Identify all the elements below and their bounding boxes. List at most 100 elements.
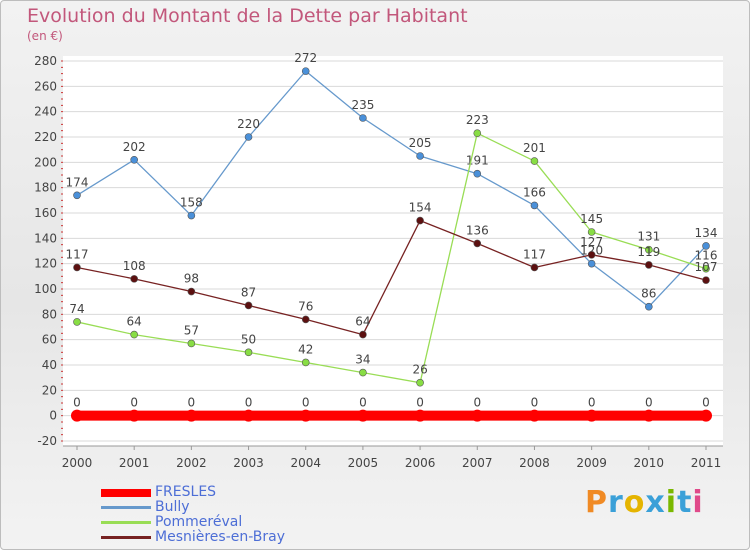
data-point xyxy=(301,358,310,367)
data-point xyxy=(530,201,539,210)
data-label: 174 xyxy=(66,175,89,189)
data-label: 57 xyxy=(184,323,199,337)
data-point xyxy=(244,348,253,357)
y-tick-label: 0 xyxy=(49,409,57,423)
data-label: 26 xyxy=(412,363,427,377)
legend: FRESLES Bully Pommeréval Mesnières-en-Bray xyxy=(101,485,361,545)
x-tick-label: 2009 xyxy=(576,456,607,470)
data-point xyxy=(359,330,367,339)
legend-swatch xyxy=(101,489,151,497)
data-point xyxy=(73,191,81,200)
data-label: 134 xyxy=(695,226,718,240)
data-point xyxy=(587,259,596,268)
data-point xyxy=(645,261,653,269)
data-label: 201 xyxy=(523,141,546,155)
data-point xyxy=(471,409,484,422)
series-line-bully xyxy=(76,70,707,308)
legend-item: FRESLES xyxy=(101,485,361,500)
data-label: 127 xyxy=(580,235,603,249)
y-tick-label: 220 xyxy=(34,130,57,144)
data-point xyxy=(242,409,255,422)
data-point xyxy=(187,287,196,296)
data-point xyxy=(530,157,539,165)
y-tick-label: 200 xyxy=(34,155,57,169)
data-point xyxy=(702,276,710,284)
data-point xyxy=(299,409,312,422)
data-point xyxy=(414,409,427,422)
data-label: 50 xyxy=(241,332,256,346)
x-tick-label: 2005 xyxy=(348,456,379,470)
data-label: 131 xyxy=(637,230,660,244)
y-tick-label: -20 xyxy=(37,434,57,448)
x-tick-label: 2008 xyxy=(519,456,550,470)
data-label: 220 xyxy=(237,117,260,131)
legend-label: Bully xyxy=(155,499,190,515)
y-tick-label: 260 xyxy=(34,79,57,93)
chart-title: Evolution du Montant de la Dette par Hab… xyxy=(27,5,468,27)
data-label: 0 xyxy=(588,396,596,410)
y-tick-label: 80 xyxy=(42,307,57,321)
data-point xyxy=(702,264,710,273)
data-point xyxy=(128,409,141,422)
x-tick-label: 2001 xyxy=(119,456,150,470)
chart-subtitle: (en €) xyxy=(27,29,63,43)
legend-label: Mesnières-en-Bray xyxy=(155,529,286,545)
data-point xyxy=(130,156,138,164)
data-label: 87 xyxy=(241,285,256,299)
data-label: 0 xyxy=(130,396,138,410)
x-tick-label: 2003 xyxy=(233,456,264,470)
data-point xyxy=(585,409,598,422)
data-label: 34 xyxy=(355,353,370,367)
data-label: 74 xyxy=(69,302,84,316)
data-label: 202 xyxy=(123,140,146,154)
data-label: 0 xyxy=(416,396,424,410)
x-tick-label: 2006 xyxy=(405,456,436,470)
x-tick-label: 2000 xyxy=(62,456,93,470)
data-label: 0 xyxy=(359,396,367,410)
data-label: 116 xyxy=(695,249,718,263)
data-point xyxy=(473,129,482,137)
data-point xyxy=(359,114,367,122)
data-point xyxy=(187,339,196,348)
data-point xyxy=(587,228,596,236)
data-label: 86 xyxy=(641,287,656,301)
data-label: 166 xyxy=(523,185,546,199)
plot-area xyxy=(63,56,723,446)
x-tick-label: 2004 xyxy=(290,456,321,470)
data-label: 0 xyxy=(245,396,253,410)
data-label: 0 xyxy=(702,396,710,410)
legend-item: Pommeréval xyxy=(101,515,361,530)
data-label: 119 xyxy=(637,245,660,259)
data-label: 42 xyxy=(298,342,313,356)
data-point xyxy=(359,368,367,377)
data-point xyxy=(130,330,138,339)
data-label: 235 xyxy=(351,98,374,112)
proxiti-logo: Proxiti xyxy=(585,485,704,520)
data-point xyxy=(416,152,424,160)
data-point xyxy=(645,245,653,254)
legend-label: FRESLES xyxy=(155,484,217,500)
x-tick-label: 2010 xyxy=(634,456,665,470)
data-label: 64 xyxy=(127,315,142,329)
data-label: 0 xyxy=(645,396,653,410)
data-label: 107 xyxy=(695,260,718,274)
data-label: 272 xyxy=(294,51,317,65)
x-tick-label: 2002 xyxy=(176,456,207,470)
data-label: 120 xyxy=(580,244,603,258)
data-point xyxy=(645,302,653,311)
data-point xyxy=(244,301,253,310)
data-point xyxy=(71,409,83,422)
data-label: 64 xyxy=(355,315,370,329)
legend-swatch xyxy=(101,521,151,524)
series-line-mesni-res-en-bray xyxy=(76,219,707,336)
data-point xyxy=(244,133,253,141)
data-point xyxy=(700,409,712,422)
data-point xyxy=(530,263,539,272)
y-tick-label: 60 xyxy=(42,333,57,347)
data-point xyxy=(130,275,138,283)
legend-label: Pommeréval xyxy=(155,514,243,530)
data-point xyxy=(185,409,198,422)
data-point xyxy=(73,263,81,272)
